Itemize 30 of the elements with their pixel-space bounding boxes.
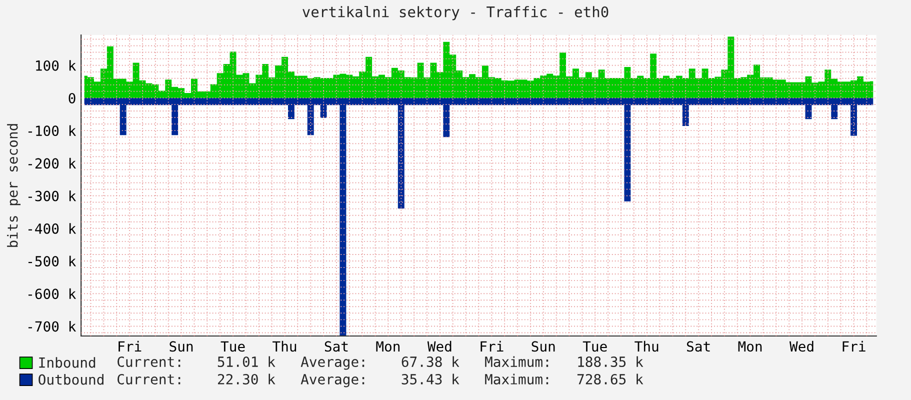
x-tick-label: Sun bbox=[170, 341, 193, 352]
x-tick-label: Thu bbox=[272, 340, 296, 352]
y-tick-label: -600 k bbox=[28, 288, 76, 300]
y-axis-title: bits per second bbox=[7, 124, 20, 247]
x-tick-label: Fri bbox=[842, 340, 866, 352]
y-tick-label: -200 k bbox=[28, 158, 76, 169]
y-tick-label: -700 k bbox=[28, 320, 76, 332]
y-tick-label: -400 k bbox=[28, 223, 76, 234]
x-tick-label: Mon bbox=[376, 341, 400, 352]
x-tick-label: Wed bbox=[789, 340, 814, 352]
y-tick-label: 0 bbox=[68, 92, 76, 104]
x-tick-label: Wed bbox=[427, 340, 452, 352]
x-tick-label: Tue bbox=[220, 341, 245, 352]
x-tick-label: Fri bbox=[118, 340, 142, 352]
text: Current: 51.01 k Average: 67.38 k Maximum: 188.35 k bbox=[118, 356, 644, 370]
chart-title: vertikalni sektory - Traffic - eth0 bbox=[302, 6, 608, 20]
y-tick-label: -100 k bbox=[28, 125, 76, 136]
x-tick-label: Sat bbox=[686, 341, 710, 352]
x-tick-label: Sat bbox=[324, 341, 348, 352]
x-tick-label: Mon bbox=[738, 341, 762, 352]
legend-label: Inbound bbox=[39, 357, 96, 368]
x-tick-label: Tue bbox=[582, 341, 607, 352]
x-tick-label: Fri bbox=[480, 340, 504, 352]
legend-label: Outbound bbox=[38, 374, 104, 385]
x-tick-label: Thu bbox=[634, 340, 658, 352]
y-tick-label: -300 k bbox=[28, 190, 76, 202]
y-tick-label: -500 k bbox=[28, 256, 76, 267]
y-tick-label: 100 k bbox=[36, 60, 76, 71]
x-tick-label: Sun bbox=[532, 341, 555, 352]
text: Current: 22.30 k Average: 35.43 k Maximum: 728.65 k bbox=[118, 374, 644, 388]
